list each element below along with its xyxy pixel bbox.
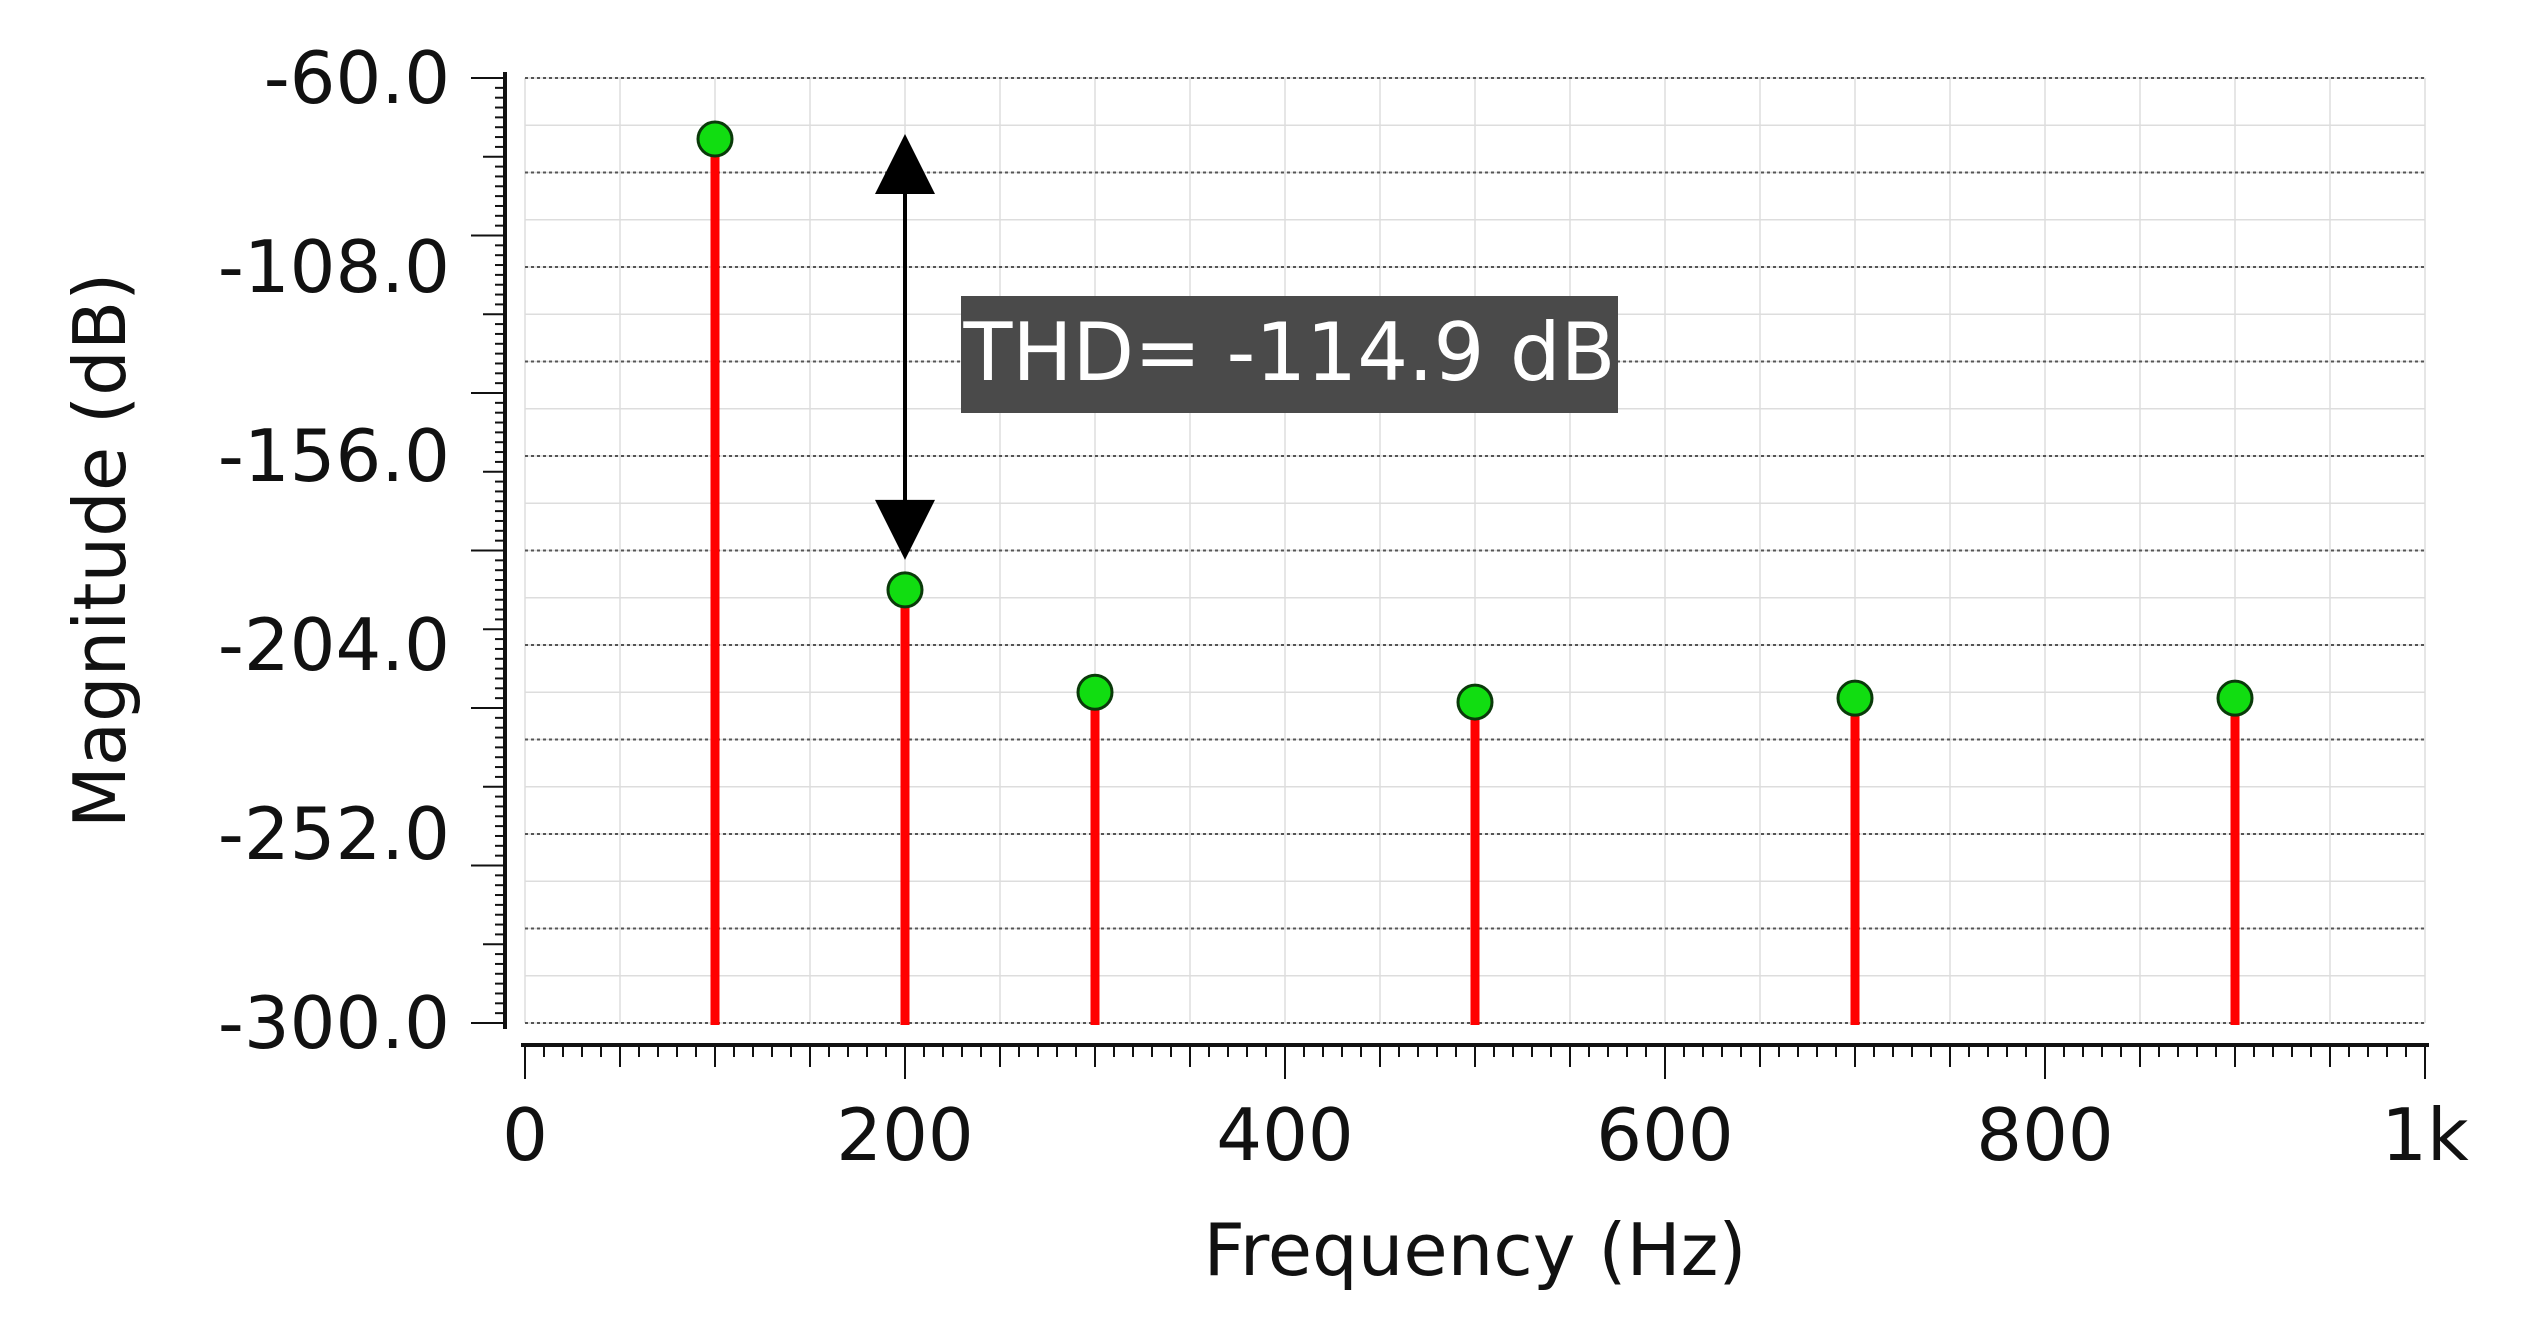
x-tick-label: 0 xyxy=(502,1093,548,1177)
stems xyxy=(696,120,2254,1025)
stem-marker xyxy=(2216,679,2254,717)
x-axis-title: Frequency (Hz) xyxy=(1204,1208,1747,1292)
y-tick-label: -252.0 xyxy=(218,792,450,876)
x-tick-label: 1k xyxy=(2381,1093,2469,1177)
stem-marker xyxy=(886,571,924,609)
stem-marker xyxy=(1076,673,1114,711)
y-tick-label: -204.0 xyxy=(218,603,450,687)
y-tick-label: -156.0 xyxy=(218,414,450,498)
x-tick-label: 600 xyxy=(1596,1093,1733,1177)
stem-marker xyxy=(1836,679,1874,717)
tick-labels: -60.0 -108.0 -156.0 -204.0 -252.0 -300.0 0 200 4… xyxy=(218,36,2469,1177)
thd-label-box xyxy=(961,296,1618,413)
y-tick-label: -60.0 xyxy=(264,36,450,120)
stem-marker xyxy=(696,120,734,158)
x-tick-label: 800 xyxy=(1976,1093,2113,1177)
axis-ticks xyxy=(471,77,2426,1079)
stem-marker xyxy=(1456,683,1494,721)
arrow-up-head xyxy=(875,134,935,195)
y-axis-title: Magnitude (dB) xyxy=(58,273,142,829)
thd-annotation: THD= -114.9 dB xyxy=(875,134,1618,560)
thd-label-text: THD= -114.9 dB xyxy=(962,306,1615,399)
x-tick-label: 400 xyxy=(1216,1093,1353,1177)
y-tick-label: -108.0 xyxy=(218,225,450,309)
x-tick-label: 200 xyxy=(836,1093,973,1177)
arrow-down-head xyxy=(875,499,935,560)
y-tick-label: -300.0 xyxy=(218,981,450,1065)
